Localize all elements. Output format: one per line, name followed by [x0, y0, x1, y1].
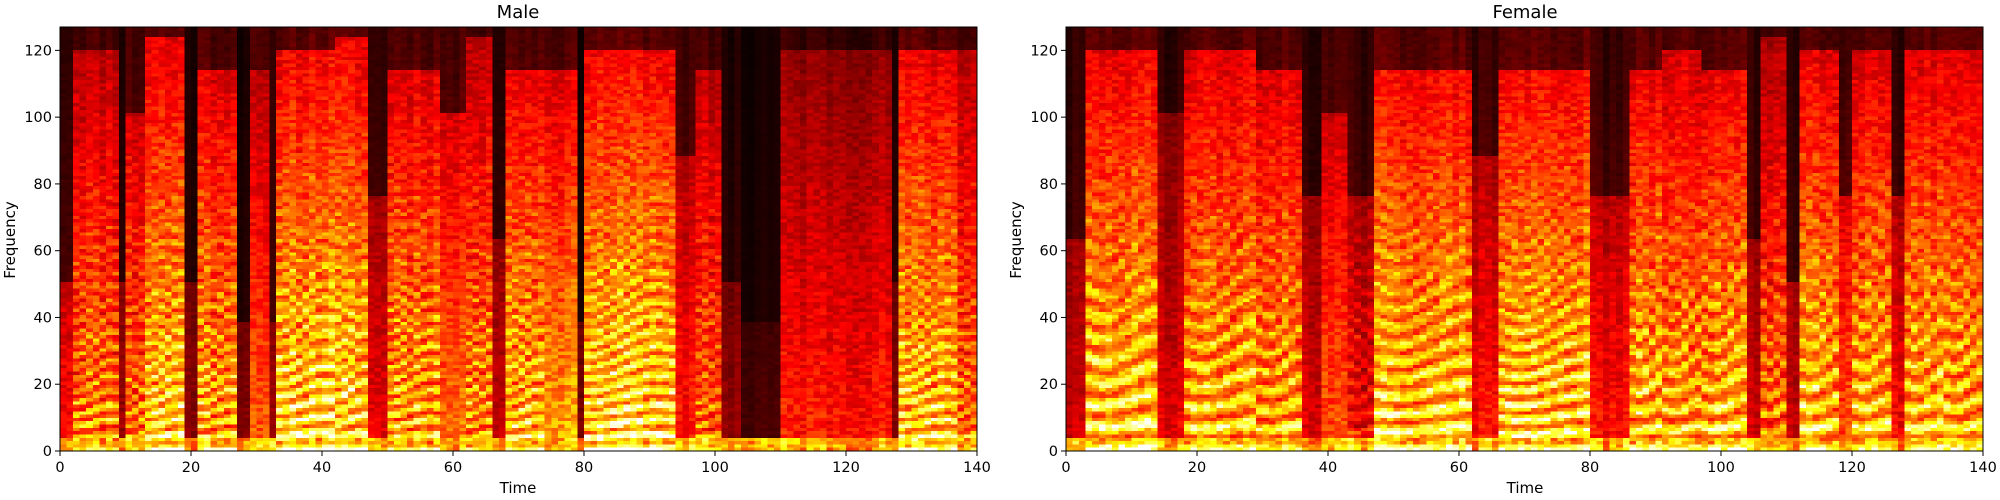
male-y-tick-label: 120 [24, 43, 52, 59]
male-y-tick-label: 80 [34, 177, 52, 193]
female-heatmap [1066, 27, 1983, 451]
female-y-tick-label: 0 [1049, 444, 1058, 460]
female-y-tick-label: 80 [1040, 177, 1058, 193]
male-x-tick-label: 60 [444, 460, 462, 476]
female-x-tick-label: 20 [1188, 460, 1206, 476]
female-y-ticks: 0 20 40 60 80 100 120 [1030, 43, 1066, 460]
female-y-axis-label: Frequency [1007, 201, 1025, 279]
female-panel: Female 0 20 40 60 80 100 120 140 0 20 40 60 80 100 12… [1007, 2, 1997, 497]
male-plot-frame [59, 26, 978, 452]
male-x-tick-label: 100 [701, 460, 729, 476]
male-chart-title: Male [497, 2, 540, 23]
male-x-axis-label: Time [499, 479, 537, 497]
female-x-tick-label: 100 [1707, 460, 1735, 476]
female-y-tick-label: 100 [1030, 110, 1058, 126]
male-y-tick-label: 20 [34, 377, 52, 393]
male-spectrogram-image [60, 27, 977, 451]
female-x-tick-label: 140 [1969, 460, 1997, 476]
female-x-axis-label: Time [1506, 479, 1544, 497]
male-y-ticks: 0 20 40 60 80 100 120 [24, 43, 60, 460]
male-y-tick-label: 100 [24, 110, 52, 126]
male-x-tick-label: 80 [575, 460, 593, 476]
female-spectrogram-image [1066, 27, 1983, 451]
female-plot-frame [1065, 26, 1984, 452]
male-x-tick-label: 0 [55, 460, 64, 476]
female-x-tick-label: 0 [1061, 460, 1070, 476]
male-y-tick-label: 40 [34, 310, 52, 326]
female-chart-title: Female [1492, 2, 1557, 23]
male-x-tick-label: 20 [182, 460, 200, 476]
male-y-axis-label: Frequency [1, 201, 19, 279]
male-x-tick-label: 40 [313, 460, 331, 476]
male-x-ticks: 0 20 40 60 80 100 120 140 [55, 451, 991, 476]
male-x-tick-label: 140 [963, 460, 991, 476]
female-y-tick-label: 40 [1040, 310, 1058, 326]
female-x-tick-label: 40 [1319, 460, 1337, 476]
male-x-tick-label: 120 [832, 460, 860, 476]
female-x-tick-label: 60 [1450, 460, 1468, 476]
male-heatmap [60, 27, 977, 451]
female-y-tick-label: 120 [1030, 43, 1058, 59]
female-x-tick-label: 80 [1581, 460, 1599, 476]
female-x-ticks: 0 20 40 60 80 100 120 140 [1061, 451, 1997, 476]
male-y-tick-label: 0 [43, 444, 52, 460]
female-x-tick-label: 120 [1838, 460, 1866, 476]
female-y-tick-label: 20 [1040, 377, 1058, 393]
male-panel: Male 0 20 40 60 80 100 120 140 020406080100120 … [1, 2, 991, 497]
female-y-tick-label: 60 [1040, 244, 1058, 260]
male-y-tick-label: 60 [34, 244, 52, 260]
